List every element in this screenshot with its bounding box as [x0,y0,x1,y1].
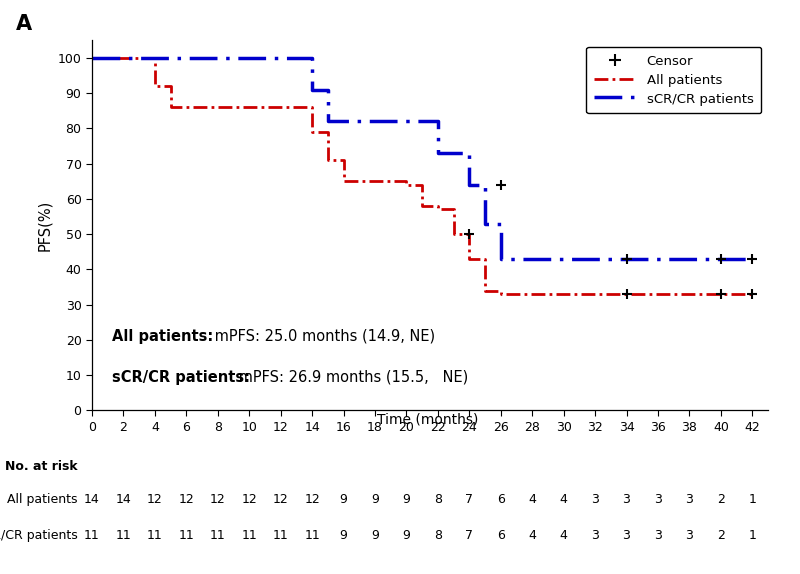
Text: 9: 9 [371,529,379,542]
Legend: Censor, All patients, sCR/CR patients: Censor, All patients, sCR/CR patients [586,46,762,114]
Text: 11: 11 [147,529,162,542]
Text: 8: 8 [434,493,442,506]
Text: 12: 12 [304,493,320,506]
Text: 11: 11 [115,529,131,542]
Text: 11: 11 [210,529,226,542]
Text: 14: 14 [115,493,131,506]
Text: 12: 12 [242,493,257,506]
Text: 12: 12 [147,493,162,506]
Text: 9: 9 [402,493,410,506]
Text: 6: 6 [497,529,505,542]
Text: mPFS: 25.0 months (14.9, NE): mPFS: 25.0 months (14.9, NE) [210,329,435,344]
Text: 4: 4 [560,493,567,506]
Text: 11: 11 [273,529,289,542]
Text: 11: 11 [84,529,100,542]
Text: A: A [16,14,32,34]
Text: 1: 1 [748,493,756,506]
Text: 3: 3 [686,529,694,542]
Text: 6: 6 [497,493,505,506]
Text: 3: 3 [654,493,662,506]
Text: 11: 11 [304,529,320,542]
Text: mPFS: 26.9 months (15.5,   NE): mPFS: 26.9 months (15.5, NE) [234,370,468,385]
Text: Time (months): Time (months) [378,412,478,426]
Text: 14: 14 [84,493,100,506]
Text: 4: 4 [528,529,536,542]
Text: 12: 12 [178,493,194,506]
Text: 9: 9 [339,529,347,542]
Text: All patients: All patients [7,493,78,506]
Text: 3: 3 [654,529,662,542]
Text: 9: 9 [339,493,347,506]
Text: 3: 3 [591,493,599,506]
Text: 3: 3 [622,493,630,506]
Text: 12: 12 [273,493,289,506]
Text: 4: 4 [528,493,536,506]
Text: 3: 3 [622,529,630,542]
Text: 2: 2 [717,529,725,542]
Text: 1: 1 [748,529,756,542]
Text: 8: 8 [434,529,442,542]
Y-axis label: PFS(%): PFS(%) [37,200,52,251]
Text: sCR/CR patients: sCR/CR patients [0,529,78,542]
Text: 2: 2 [717,493,725,506]
Text: No. at risk: No. at risk [6,460,78,473]
Text: 9: 9 [402,529,410,542]
Text: 11: 11 [242,529,257,542]
Text: 3: 3 [686,493,694,506]
Text: All patients:: All patients: [112,329,214,344]
Text: 12: 12 [210,493,226,506]
Text: 7: 7 [466,493,474,506]
Text: 3: 3 [591,529,599,542]
Text: 4: 4 [560,529,567,542]
Text: 11: 11 [178,529,194,542]
Text: 7: 7 [466,529,474,542]
Text: sCR/CR patients:: sCR/CR patients: [112,370,250,385]
Text: 9: 9 [371,493,379,506]
